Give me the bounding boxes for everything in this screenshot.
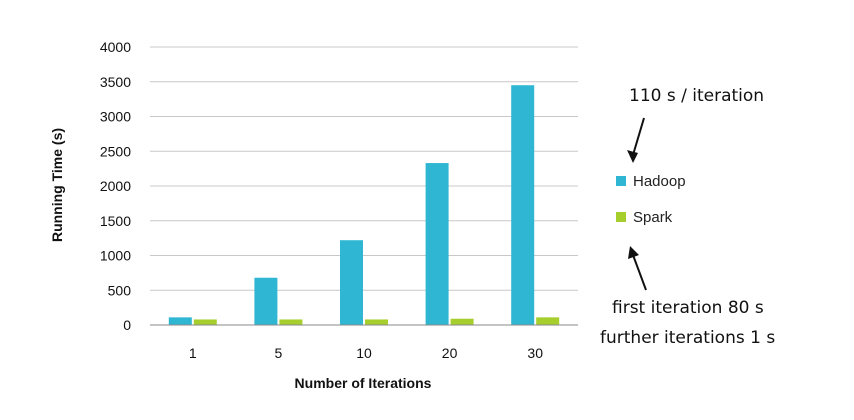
y-tick-labels: 0 500 1000 1500 2000 2500 3000 3500 4000	[100, 39, 131, 333]
bar-spark-20	[450, 318, 474, 325]
bar-spark-30	[536, 317, 560, 325]
bar-spark-10	[365, 319, 388, 325]
bar-hadoop-30	[511, 85, 535, 325]
x-tick-label: 1	[189, 345, 197, 361]
y-tick-label: 2500	[100, 143, 131, 159]
y-tick-label: 3000	[100, 109, 131, 125]
y-axis-title: Running Time (s)	[49, 128, 65, 242]
bar-hadoop-10	[340, 240, 363, 325]
y-tick-label: 2000	[100, 178, 131, 194]
annotation-arrow-top	[627, 117, 645, 163]
y-tick-label: 1500	[100, 213, 131, 229]
x-tick-label: 5	[275, 345, 283, 361]
legend-swatch-spark	[616, 212, 626, 222]
bar-hadoop-1	[168, 317, 192, 325]
y-tick-label: 0	[123, 317, 131, 333]
legend-label-spark: Spark	[633, 209, 673, 226]
y-tick-label: 500	[108, 282, 132, 298]
x-axis-title: Number of Iterations	[295, 375, 432, 391]
annotation-spark-line2: further iterations 1 s	[600, 328, 776, 348]
annotation-arrow-bottom	[628, 246, 647, 291]
legend: Hadoop Spark	[616, 173, 686, 226]
annotation-spark-line1: first iteration 80 s	[612, 298, 764, 318]
x-tick-label: 20	[442, 345, 458, 361]
y-tick-label: 4000	[100, 39, 131, 55]
y-tick-label: 1000	[100, 248, 131, 264]
legend-swatch-hadoop	[616, 176, 626, 186]
annotation-hadoop: 110 s / iteration	[629, 86, 765, 106]
x-tick-labels: 1 5 10 20 30	[189, 345, 543, 361]
bar-hadoop-5	[254, 277, 278, 325]
x-tick-label: 30	[527, 345, 543, 361]
bar-hadoop-20	[425, 163, 449, 325]
x-tick-label: 10	[356, 345, 372, 361]
legend-label-hadoop: Hadoop	[633, 173, 686, 190]
bar-spark-5	[279, 319, 303, 325]
bars	[168, 85, 560, 325]
gridlines	[150, 46, 578, 291]
y-tick-label: 3500	[100, 74, 131, 90]
bar-spark-1	[193, 319, 217, 325]
